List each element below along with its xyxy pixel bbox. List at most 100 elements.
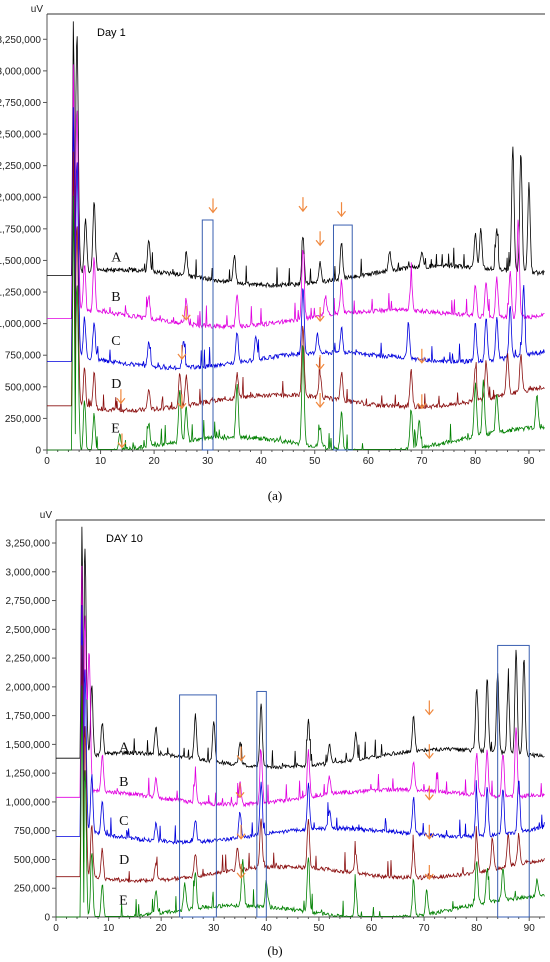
peak-arrow-head [236,872,246,879]
peak-arrow-head [424,833,434,840]
y-tick-label: 3,000,000 [0,66,41,77]
x-tick-label: 30 [202,456,214,467]
y-tick-label: 0 [35,446,41,457]
chart-panel-2: uV 0 250,000 500,000 750,000 1,000,000 1,250,0… [6,510,545,958]
series-trace-D [56,645,545,884]
y-tick-label: 1,000,000 [6,797,51,808]
series-trace-D [47,151,545,414]
peak-arrow-head [117,442,127,449]
panel-caption: (b) [267,943,282,958]
y-tick-label: 1,500,000 [0,256,41,267]
y-tick-label: 500,000 [5,382,42,393]
y-axis-unit-label: uV [40,510,53,521]
x-tick-label: 40 [256,456,268,467]
peak-arrow-head [315,401,325,408]
y-tick-label: 2,250,000 [6,654,51,665]
series-label-C: C [119,814,128,829]
y-tick-label: 3,250,000 [6,539,51,550]
x-tick-label: 60 [363,456,375,467]
y-tick-label: 2,500,000 [0,130,41,141]
peak-arrow-head [417,357,427,364]
highlight-box [332,224,353,451]
peak-arrow-head [424,752,434,760]
y-tick-label: 250,000 [14,884,51,895]
y-tick-label: 3,250,000 [0,35,41,46]
series-trace-E [47,195,545,451]
y-tick-label: 1,000,000 [0,319,41,330]
y-tick-label: 2,000,000 [6,682,51,693]
x-tick-label: 50 [309,456,321,467]
chart-panel-1: uV 0 250,000 500,000 750,000 1,000,000 1,250,0… [0,4,545,503]
series-trace-E [56,685,545,918]
peak-arrow-head [298,205,308,213]
y-tick-label: 250,000 [5,414,42,425]
y-tick-label: 1,750,000 [0,224,41,235]
highlight-box [497,644,530,918]
y-tick-label: 750,000 [5,351,42,362]
series-trace-A [56,526,545,770]
x-tick-label: 80 [471,923,483,934]
y-tick-label: 1,500,000 [6,740,51,751]
series-trace-B [47,64,545,330]
series-label-D: D [111,377,121,392]
x-tick-label: 30 [208,923,220,934]
highlight-box [201,219,214,451]
x-tick-label: 20 [156,923,168,934]
series-trace-C [56,604,545,845]
peak-arrow-head [417,402,427,410]
y-tick-label: 2,000,000 [0,193,41,204]
y-tick-label: 750,000 [14,826,51,837]
y-tick-label: 1,250,000 [6,769,51,780]
x-tick-label: 10 [103,923,115,934]
y-tick-label: 2,250,000 [0,161,41,172]
y-tick-label: 2,750,000 [0,98,41,109]
series-label-B: B [111,290,120,305]
x-tick-label: 10 [95,456,107,467]
peak-arrow-head [424,794,434,801]
x-tick-label: 70 [419,923,431,934]
peak-arrow-head [337,210,346,218]
series-label-B: B [119,775,128,790]
y-tick-label: 3,000,000 [6,567,51,578]
peak-arrow-head [315,239,325,247]
y-tick-label: 0 [44,913,50,924]
series-label-A: A [111,251,122,266]
series-trace-B [56,565,545,808]
series-label-E: E [119,893,128,908]
x-tick-label: 90 [524,923,536,934]
x-tick-label: 0 [44,456,50,467]
peak-arrow-head [177,353,187,360]
series-label-E: E [111,421,120,436]
peak-arrow-head [424,709,434,716]
panel-caption: (a) [268,488,282,503]
peak-arrow-head [208,207,218,214]
x-tick-label: 50 [313,923,325,934]
peak-arrow-head [177,402,187,410]
series-label-D: D [119,853,129,868]
x-tick-label: 60 [366,923,378,934]
peak-arrow-head [181,314,191,321]
peak-arrow-head [236,833,246,840]
highlight-box [256,690,267,918]
series-label-A: A [119,740,130,755]
peak-arrow-head [315,363,325,371]
x-tick-label: 70 [416,456,428,467]
y-tick-label: 2,750,000 [6,596,51,607]
x-tick-label: 20 [149,456,161,467]
y-tick-label: 1,750,000 [6,711,51,722]
x-tick-label: 0 [53,923,59,934]
x-tick-label: 80 [470,456,482,467]
peak-arrow-head [235,791,245,799]
peak-arrow-head [424,873,434,880]
peak-arrow-head [116,397,126,405]
peak-arrow-head [236,755,246,762]
x-tick-label: 90 [523,456,535,467]
highlight-box [179,694,217,918]
y-axis-unit-label: uV [31,4,44,15]
series-label-C: C [111,334,120,349]
series-trace-C [47,107,545,371]
y-tick-label: 2,500,000 [6,625,51,636]
peak-arrow-head [315,315,325,323]
chart-title: DAY 10 [106,533,143,545]
